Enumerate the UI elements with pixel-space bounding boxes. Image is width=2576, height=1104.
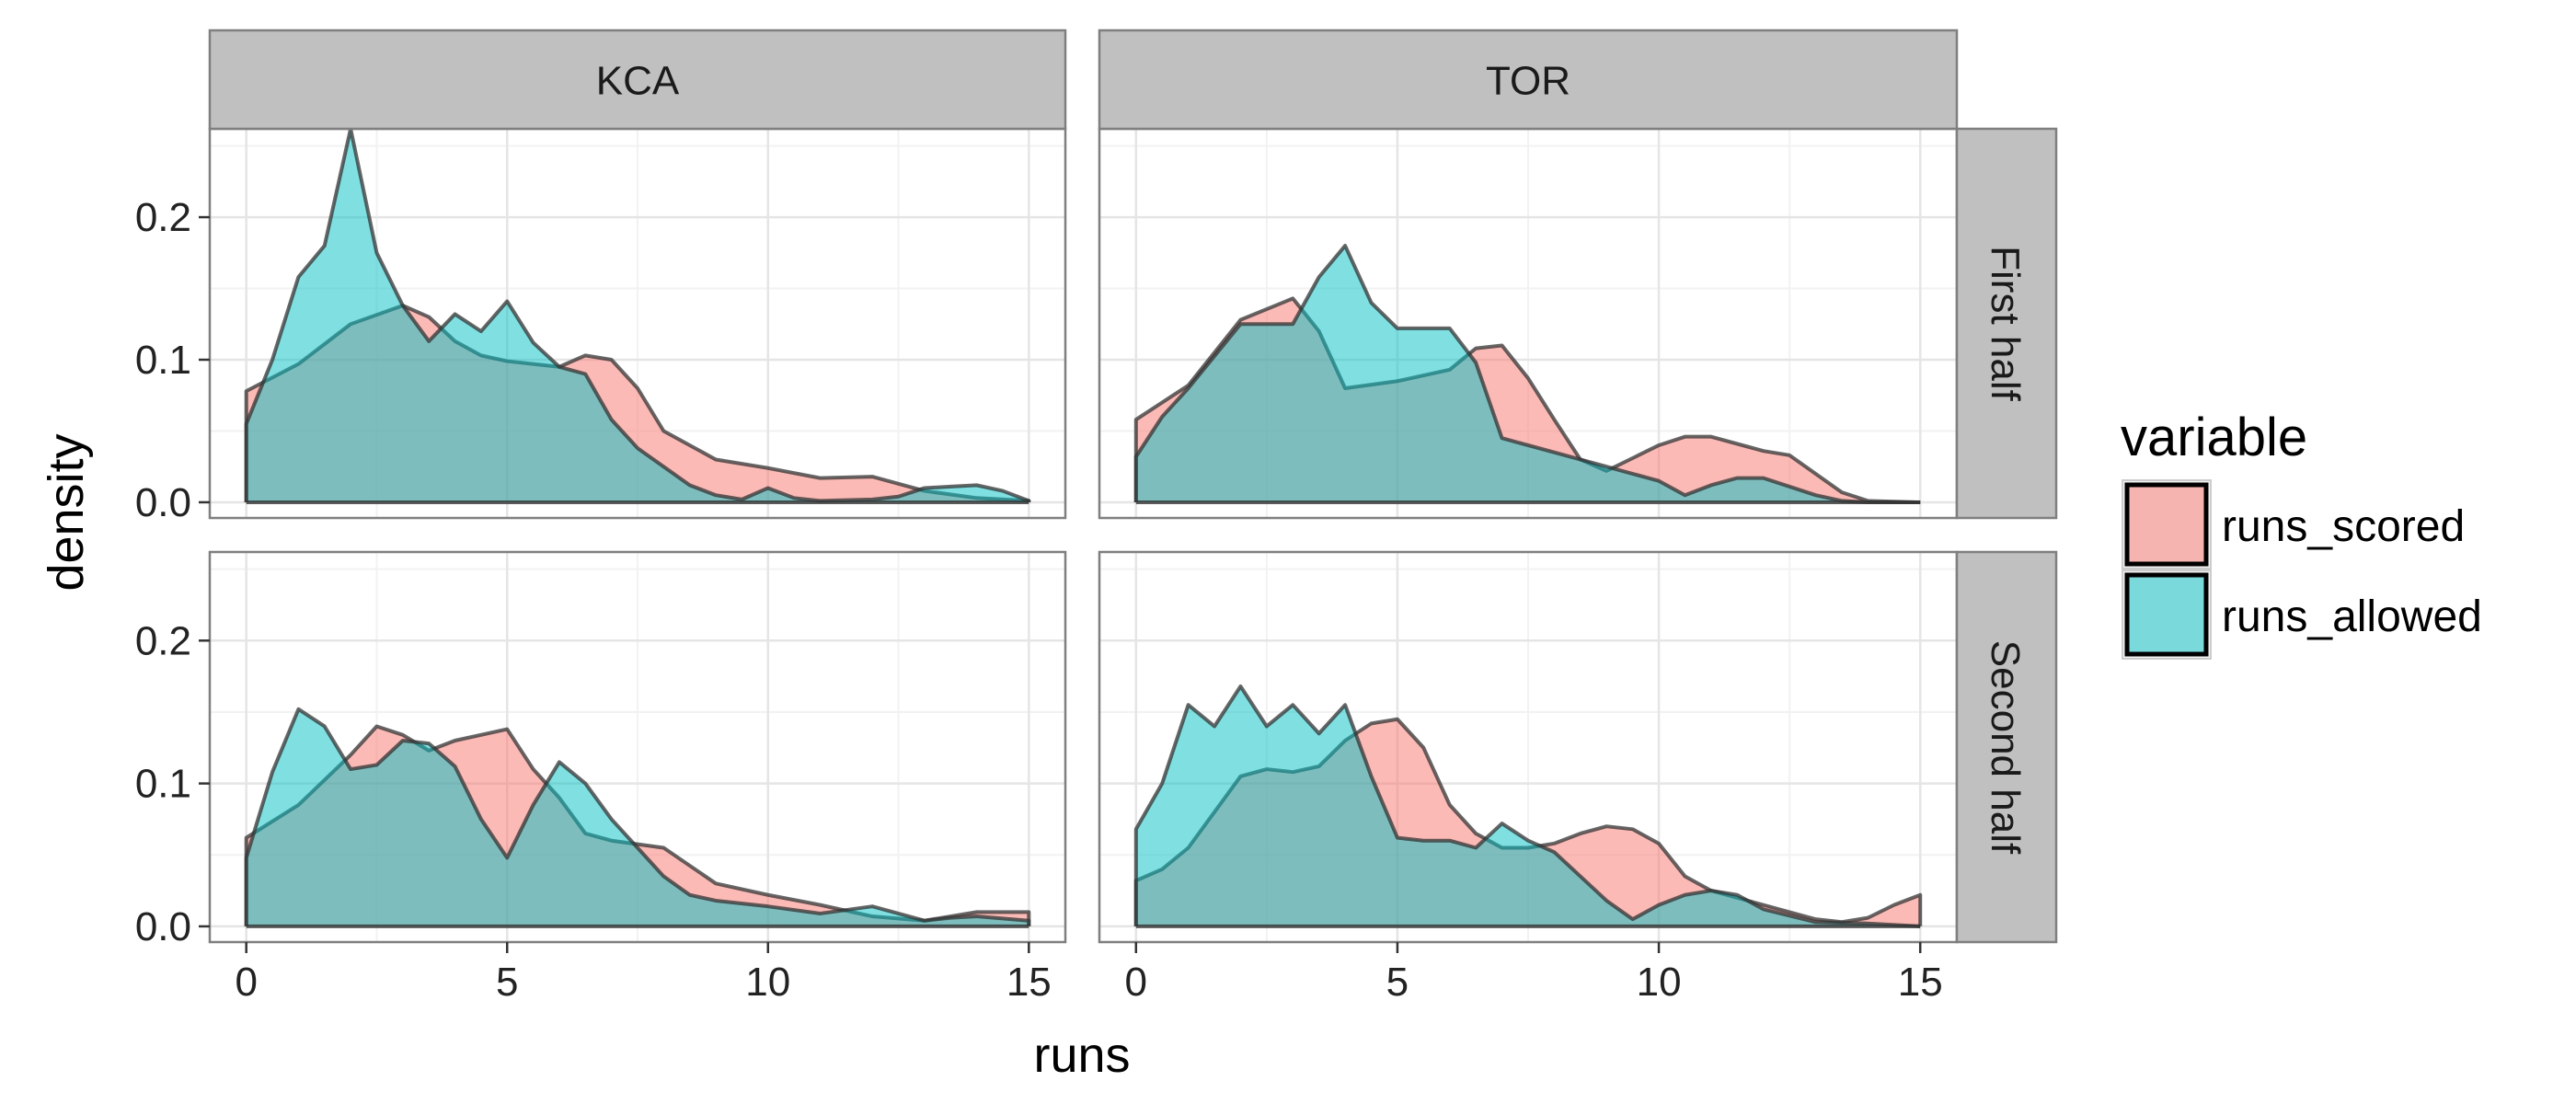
- y-tick-label: 0.0: [135, 904, 191, 949]
- panel-kca-second-half: 0.0 0.1 0.2 0 5 10 15: [135, 550, 1067, 1005]
- y-tick-label: 0.2: [135, 195, 191, 240]
- panel-tor-second-half: 0 5 10 15: [1098, 550, 1959, 1005]
- x-tick-label: 0: [235, 960, 257, 1005]
- density-outline-runs-allowed: [244, 127, 1031, 503]
- x-axis-title: runs: [1033, 1028, 1130, 1083]
- strip-first-half: [1955, 127, 2058, 520]
- panel-tor-first-half: [1098, 127, 1959, 520]
- density-area-runs-allowed: [246, 129, 1029, 502]
- legend-label-runs-scored: runs_scored: [2222, 502, 2465, 551]
- legend-label-runs-allowed: runs_allowed: [2222, 592, 2482, 641]
- strip-tor: [1098, 29, 1959, 131]
- strip-label-tor: TOR: [1486, 59, 1570, 104]
- legend-title: variable: [2121, 408, 2307, 467]
- y-tick-label: 0.0: [135, 480, 191, 525]
- strip-kca: [208, 29, 1067, 131]
- y-tick-label: 0.2: [135, 618, 191, 663]
- y-tick-label: 0.1: [135, 338, 191, 383]
- density-outline-runs-scored: [1133, 296, 1921, 504]
- facet-strips: KCA TOR First half Second half: [208, 29, 2058, 944]
- x-tick-label: 5: [1386, 960, 1409, 1005]
- density-area-runs-allowed: [246, 708, 1029, 926]
- x-tick-label: 5: [496, 960, 518, 1005]
- x-tick-label: 10: [1637, 960, 1682, 1005]
- density-outline-runs-allowed: [1133, 684, 1921, 928]
- panel-kca-first-half: 0.0 0.1 0.2: [135, 127, 1067, 525]
- legend-key-runs-scored: [2124, 482, 2209, 567]
- density-area-runs-allowed: [1135, 246, 1921, 502]
- y-tick-label: 0.1: [135, 762, 191, 807]
- y-axis-title: density: [39, 433, 94, 591]
- density-area-runs-allowed: [1135, 685, 1921, 926]
- strip-label-kca: KCA: [596, 59, 680, 104]
- strip-second-half: [1955, 550, 2058, 944]
- strip-label-first-half: First half: [1983, 246, 2028, 401]
- legend: variable runs_scored runs_allowed: [2121, 408, 2482, 660]
- legend-key-runs-allowed: [2124, 572, 2209, 657]
- facet-panels: 0.0 0.1 0.2 0.0 0.1 0.2 0 5 10 15 0 5 10 15: [135, 127, 1959, 1005]
- x-tick-label: 0: [1125, 960, 1147, 1005]
- density-outline-runs-allowed: [1133, 244, 1921, 504]
- density-outline-runs-allowed: [244, 707, 1031, 926]
- x-tick-label: 15: [1006, 960, 1052, 1005]
- x-tick-label: 15: [1898, 960, 1943, 1005]
- panel-border: [208, 550, 1067, 944]
- strip-label-second-half: Second half: [1983, 640, 2028, 855]
- x-tick-label: 10: [745, 960, 790, 1005]
